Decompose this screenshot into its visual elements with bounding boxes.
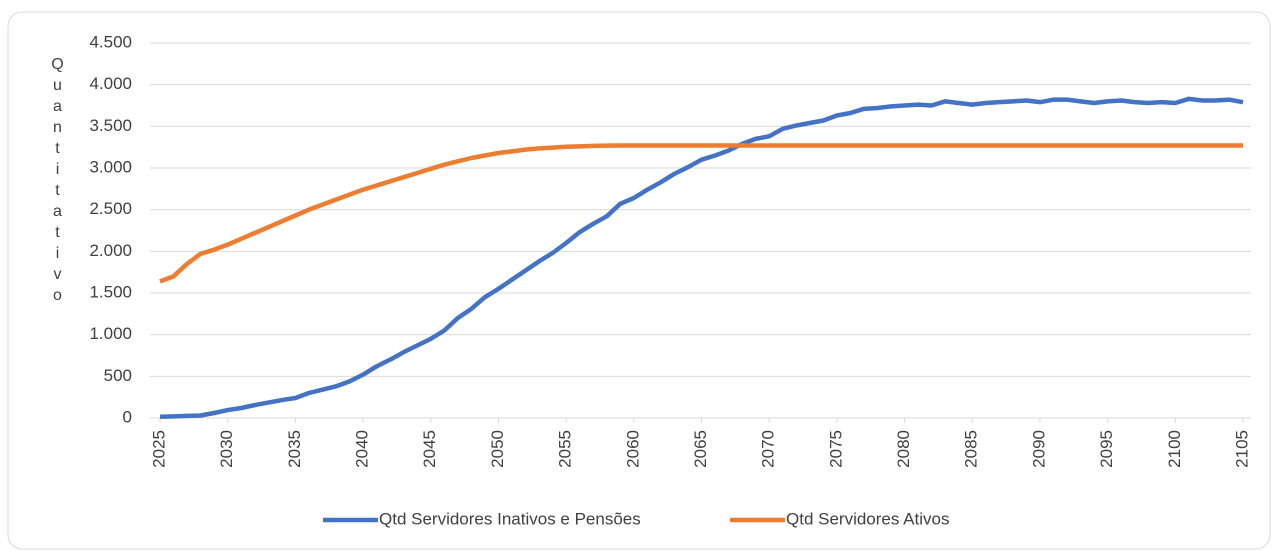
x-tick-label: 2080 xyxy=(894,430,913,468)
x-tick-label: 2065 xyxy=(691,430,710,468)
series-line xyxy=(159,96,1244,419)
legend-label: Qtd Servidores Ativos xyxy=(786,509,949,528)
x-tick-label: 2055 xyxy=(556,430,575,468)
x-tick-label: 2075 xyxy=(826,430,845,468)
x-tick-label: 2025 xyxy=(149,430,168,468)
x-tick-label: 2030 xyxy=(217,430,236,468)
y-tick-label: 3.000 xyxy=(89,157,132,176)
y-tick-label: 1.500 xyxy=(89,282,132,301)
x-tick-label: 2035 xyxy=(285,430,304,468)
x-tick-label: 2100 xyxy=(1165,430,1184,468)
x-tick-label: 2070 xyxy=(759,430,778,468)
series-line xyxy=(159,143,1243,284)
x-tick-label: 2040 xyxy=(353,430,372,468)
y-tick-label: 4.500 xyxy=(89,32,132,51)
y-tick-label: 3.500 xyxy=(89,116,132,135)
y-axis-label: Quantitativo xyxy=(49,56,66,308)
x-tick-label: 2045 xyxy=(420,430,439,468)
y-tick-label: 500 xyxy=(104,366,132,385)
y-tick-label: 2.000 xyxy=(89,241,132,260)
y-tick-label: 0 xyxy=(123,407,132,426)
y-tick-label: 4.000 xyxy=(89,74,132,93)
x-tick-label: 2090 xyxy=(1029,430,1048,468)
x-tick-label: 2085 xyxy=(962,430,981,468)
x-tick-label: 2050 xyxy=(488,430,507,468)
y-tick-label: 1.000 xyxy=(89,324,132,343)
x-tick-label: 2060 xyxy=(623,430,642,468)
x-tick-label: 2095 xyxy=(1097,430,1116,468)
x-tick-label: 2105 xyxy=(1232,430,1251,468)
y-tick-label: 2.500 xyxy=(89,199,132,218)
legend-label: Qtd Servidores Inativos e Pensões xyxy=(379,509,641,528)
